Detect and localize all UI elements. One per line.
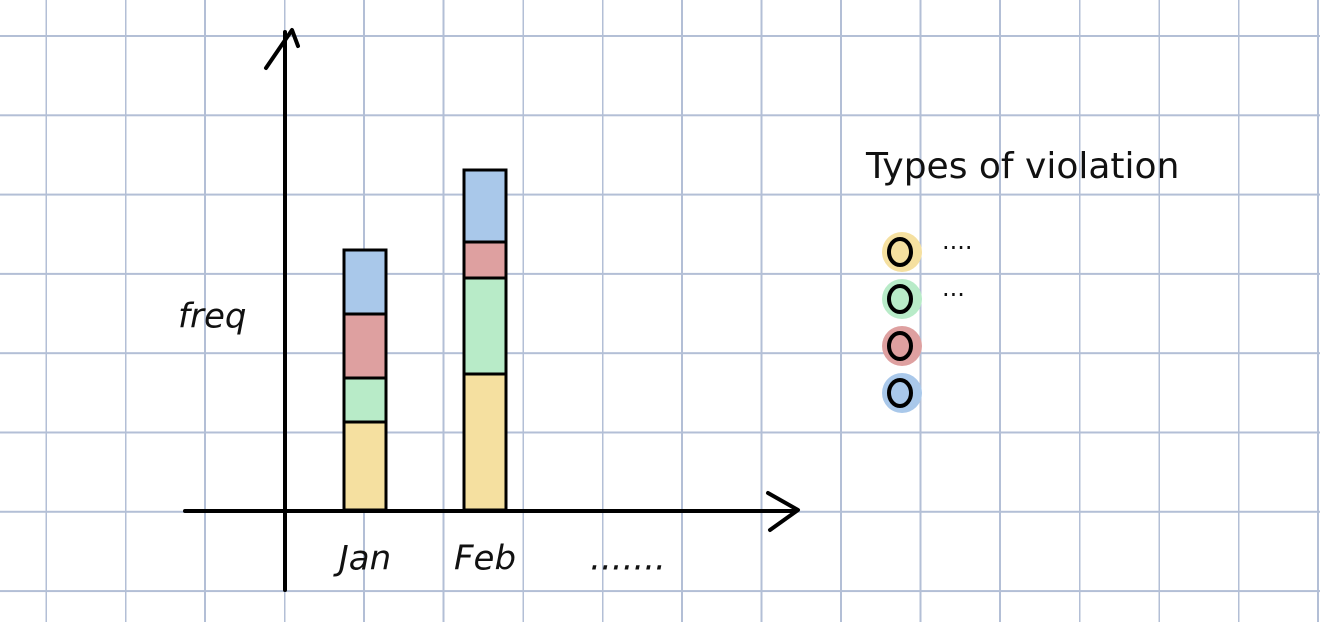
- x-tick-label: Jan: [333, 539, 391, 579]
- legend-marker: [887, 284, 913, 314]
- bar-segment: [342, 376, 388, 424]
- bar-segment: [462, 276, 508, 376]
- x-tick-label: Feb: [454, 539, 516, 579]
- bar-segment: [342, 248, 388, 316]
- legend-marker: [887, 237, 913, 267]
- legend-label: ...: [942, 274, 965, 302]
- legend-marker: [887, 378, 913, 408]
- x-tick-label: .......: [590, 539, 666, 579]
- y-axis-label: freq: [178, 297, 246, 337]
- legend-title: Types of violation: [865, 146, 1179, 187]
- legend-marker: [887, 331, 913, 361]
- bar-segment: [462, 240, 508, 280]
- bar-segment: [462, 372, 508, 512]
- x-axis-arrow: [766, 491, 800, 532]
- legend-label: ....: [942, 227, 973, 255]
- bar-segment: [342, 420, 388, 512]
- bar-segment: [462, 168, 508, 244]
- y-axis-arrow: [264, 28, 300, 70]
- bar-segment: [342, 312, 388, 380]
